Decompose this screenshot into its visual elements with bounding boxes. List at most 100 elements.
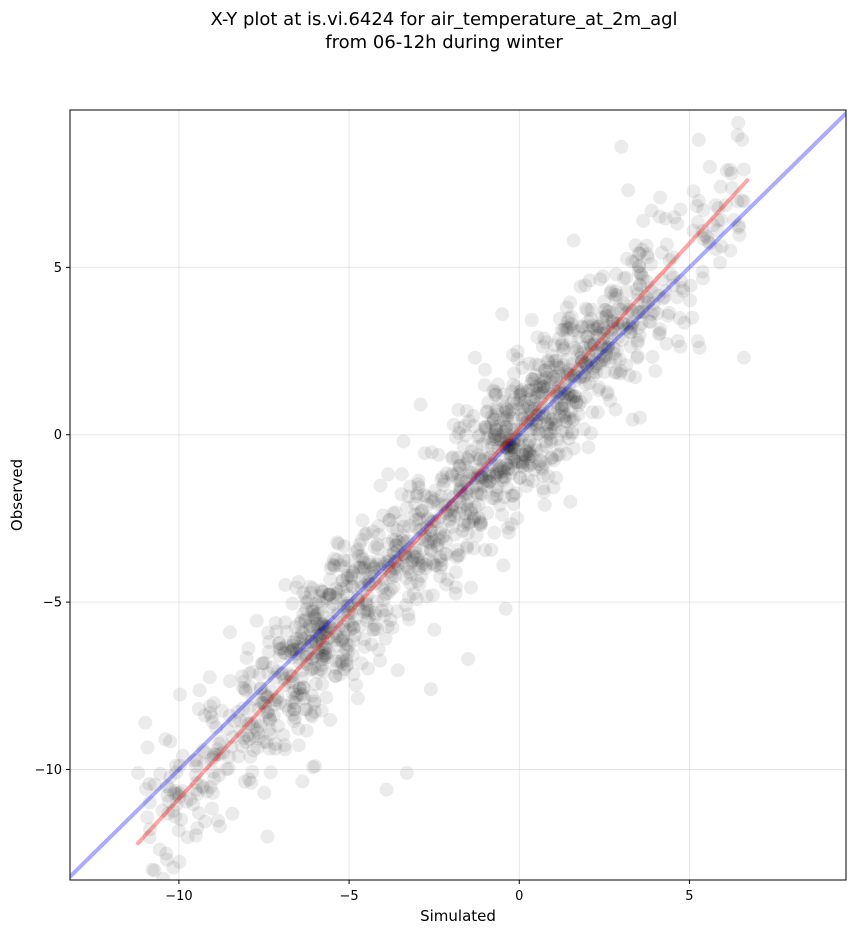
data-point <box>473 517 488 532</box>
data-point <box>346 565 360 580</box>
data-point <box>361 574 376 589</box>
data-point <box>235 739 249 754</box>
data-point <box>518 448 533 463</box>
data-point <box>546 480 561 495</box>
data-point <box>319 650 334 665</box>
data-point <box>345 647 360 662</box>
data-point <box>253 718 268 733</box>
data-point <box>459 541 474 555</box>
data-point <box>730 194 745 209</box>
data-point <box>545 348 560 363</box>
data-point <box>531 407 546 422</box>
data-point <box>503 441 518 456</box>
data-point <box>619 298 634 313</box>
data-point <box>538 434 553 449</box>
data-point <box>635 304 650 319</box>
data-point <box>278 742 293 757</box>
data-point <box>522 383 537 398</box>
data-point <box>270 718 285 733</box>
data-point <box>602 354 617 369</box>
data-point <box>599 303 614 317</box>
data-point <box>344 571 359 586</box>
data-point <box>305 581 320 596</box>
data-point <box>603 393 618 408</box>
data-point <box>623 325 638 340</box>
data-point <box>549 471 564 485</box>
data-point <box>519 416 533 431</box>
data-point <box>473 486 488 501</box>
data-point <box>330 606 345 621</box>
data-point <box>410 549 425 564</box>
data-point <box>564 317 579 332</box>
chart-title-line1: X-Y plot at is.vi.6424 for air_temperatu… <box>210 9 677 30</box>
data-point <box>287 635 302 650</box>
data-point <box>702 236 717 251</box>
data-point <box>484 491 499 505</box>
data-point <box>344 605 358 620</box>
data-point <box>435 530 450 545</box>
data-point <box>628 254 643 269</box>
data-point <box>520 458 535 473</box>
data-point <box>365 565 379 580</box>
data-point <box>171 823 186 838</box>
data-point <box>446 417 461 432</box>
data-point <box>363 569 377 584</box>
data-point <box>560 370 575 385</box>
data-point <box>513 387 528 402</box>
data-point <box>556 405 571 420</box>
data-point <box>299 602 314 617</box>
data-point <box>695 264 710 279</box>
data-point <box>541 355 556 370</box>
data-point <box>314 652 329 667</box>
data-point <box>490 480 505 495</box>
data-point <box>483 450 498 465</box>
data-point <box>578 389 593 404</box>
data-point <box>246 720 261 735</box>
data-point <box>348 628 363 643</box>
data-point <box>442 513 457 528</box>
data-point <box>460 538 475 553</box>
data-point <box>601 338 616 352</box>
data-point <box>487 525 502 540</box>
data-point <box>452 548 466 563</box>
data-point <box>145 862 160 877</box>
data-point <box>548 414 563 429</box>
data-point <box>450 450 465 465</box>
data-point <box>531 408 546 423</box>
data-point <box>453 472 468 487</box>
data-point <box>318 622 333 637</box>
data-point <box>607 365 622 380</box>
data-point <box>322 600 337 615</box>
data-point <box>563 334 578 349</box>
data-point <box>403 479 418 494</box>
data-point <box>424 531 439 546</box>
data-point <box>323 712 338 727</box>
data-point <box>686 223 701 238</box>
data-point <box>563 369 578 384</box>
plot-frame <box>69 109 847 881</box>
data-point <box>415 503 430 518</box>
y-tick-label: −10 <box>35 763 62 778</box>
data-point <box>590 328 605 343</box>
data-point <box>519 479 534 493</box>
data-point <box>731 220 746 235</box>
data-point <box>360 588 375 603</box>
data-point <box>460 493 475 508</box>
data-point <box>424 514 439 529</box>
data-point <box>545 412 560 427</box>
data-point <box>364 637 379 652</box>
data-point <box>525 372 540 387</box>
data-point <box>673 202 688 217</box>
data-point <box>371 527 386 542</box>
data-point <box>596 353 611 368</box>
data-point <box>505 402 520 417</box>
data-point <box>609 288 624 303</box>
data-point <box>521 472 535 487</box>
data-point <box>373 562 388 577</box>
data-point <box>492 458 507 473</box>
data-point <box>629 282 644 297</box>
data-point <box>451 402 466 417</box>
data-point <box>508 454 523 469</box>
data-point <box>241 641 256 656</box>
data-point <box>457 457 472 471</box>
